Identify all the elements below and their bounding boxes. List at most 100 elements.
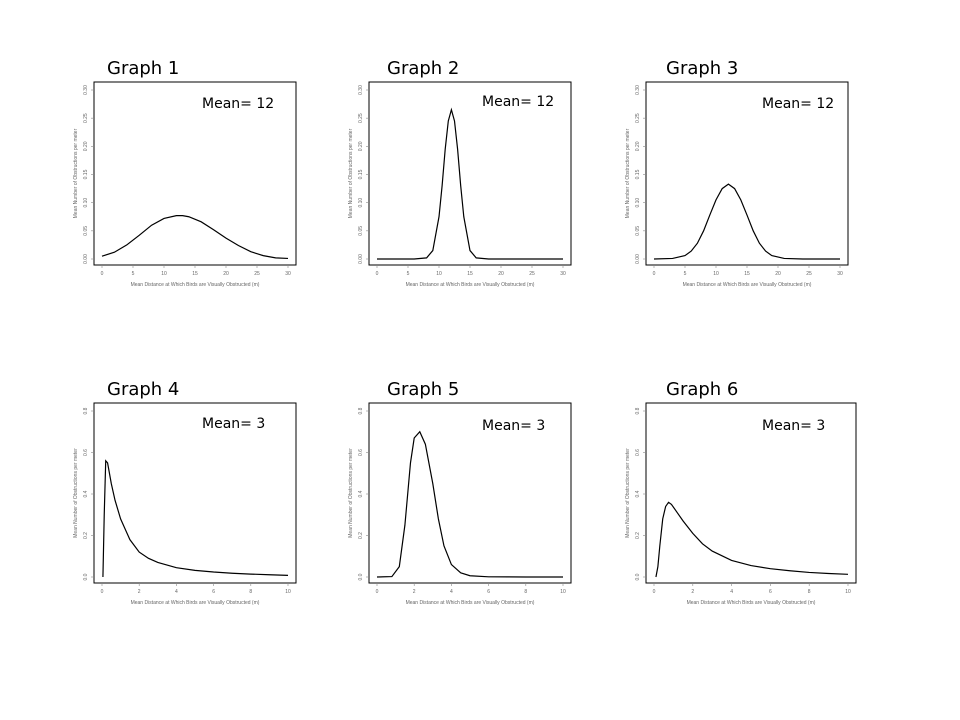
x-axis-label: Mean Distance at Which Birds are Visuall… bbox=[683, 282, 812, 288]
x-tick-label: 15 bbox=[192, 271, 198, 277]
x-tick-label: 4 bbox=[450, 589, 453, 595]
y-tick-label: 0.0 bbox=[358, 573, 364, 580]
plot-frame bbox=[645, 402, 857, 584]
density-curve bbox=[376, 430, 563, 578]
x-axis-label: Mean Distance at Which Birds are Visuall… bbox=[406, 282, 535, 288]
plot-frame bbox=[93, 402, 297, 584]
x-tick-label: 25 bbox=[806, 271, 812, 277]
x-tick-label: 0 bbox=[376, 589, 379, 595]
x-axis-unit: (m) bbox=[252, 282, 260, 288]
y-tick-label: 0.8 bbox=[358, 407, 364, 414]
y-tick-label: 0.10 bbox=[635, 198, 641, 208]
x-axis-unit: (m) bbox=[804, 282, 812, 288]
y-tick-label: 0.05 bbox=[635, 226, 641, 236]
x-tick-label: 10 bbox=[713, 271, 719, 277]
y-tick-label: 0.30 bbox=[83, 85, 89, 95]
x-axis-unit: (m) bbox=[252, 600, 260, 606]
y-tick-label: 0.6 bbox=[358, 449, 364, 456]
x-tick-label: 2 bbox=[691, 589, 694, 595]
x-tick-label: 0 bbox=[101, 589, 104, 595]
x-tick-label: 8 bbox=[249, 589, 252, 595]
y-tick-label: 0.25 bbox=[635, 113, 641, 123]
x-tick-label: 20 bbox=[223, 271, 229, 277]
x-tick-label: 20 bbox=[775, 271, 781, 277]
graph-title: Graph 2 bbox=[387, 58, 460, 79]
x-tick-label: 5 bbox=[407, 271, 410, 277]
mean-annotation: Mean= 3 bbox=[202, 416, 265, 432]
x-tick-label: 15 bbox=[744, 271, 750, 277]
density-curve bbox=[102, 459, 289, 578]
x-tick-label: 25 bbox=[529, 271, 535, 277]
x-tick-label: 10 bbox=[161, 271, 167, 277]
y-axis-label: Mean Number of Obstructions per meter bbox=[73, 128, 79, 218]
x-tick-label: 5 bbox=[684, 271, 687, 277]
y-tick-label: 0.20 bbox=[635, 141, 641, 151]
y-axis-label: Mean Number of Obstructions per meter bbox=[73, 448, 79, 538]
y-tick-label: 0.2 bbox=[83, 532, 89, 539]
density-curve bbox=[377, 107, 563, 260]
y-tick-label: 0.8 bbox=[635, 407, 641, 414]
y-tick-label: 0.10 bbox=[83, 198, 89, 208]
x-tick-label: 10 bbox=[285, 589, 291, 595]
mean-annotation: Mean= 12 bbox=[202, 96, 274, 112]
y-tick-label: 0.0 bbox=[635, 573, 641, 580]
x-axis-label: Mean Distance at Which Birds are Visuall… bbox=[131, 282, 260, 288]
x-tick-label: 4 bbox=[175, 589, 178, 595]
y-tick-label: 0.8 bbox=[83, 407, 89, 414]
y-tick-label: 0.6 bbox=[635, 449, 641, 456]
y-tick-label: 0.10 bbox=[358, 198, 364, 208]
y-tick-label: 0.00 bbox=[83, 254, 89, 264]
x-tick-label: 6 bbox=[212, 589, 215, 595]
x-axis-unit: (m) bbox=[808, 600, 816, 606]
x-tick-label: 20 bbox=[498, 271, 504, 277]
y-tick-label: 0.4 bbox=[358, 490, 364, 497]
x-axis-label: Mean Distance at Which Birds are Visuall… bbox=[687, 600, 816, 606]
x-tick-label: 30 bbox=[560, 271, 566, 277]
x-tick-label: 30 bbox=[837, 271, 843, 277]
density-curve bbox=[101, 215, 289, 260]
density-curve bbox=[653, 183, 840, 260]
x-axis-label: Mean Distance at Which Birds are Visuall… bbox=[406, 600, 535, 606]
mean-annotation: Mean= 12 bbox=[762, 96, 834, 112]
y-axis-label: Mean Number of Obstructions per meter bbox=[348, 128, 354, 218]
density-curve bbox=[655, 501, 849, 578]
x-tick-label: 10 bbox=[560, 589, 566, 595]
graph-title: Graph 6 bbox=[666, 379, 739, 400]
x-tick-label: 0 bbox=[653, 589, 656, 595]
y-tick-label: 0.15 bbox=[635, 169, 641, 179]
x-tick-label: 2 bbox=[413, 589, 416, 595]
x-tick-label: 5 bbox=[132, 271, 135, 277]
x-tick-label: 8 bbox=[808, 589, 811, 595]
y-axis-label: Mean Number of Obstructions per meter bbox=[625, 128, 631, 218]
y-tick-label: 0.15 bbox=[358, 169, 364, 179]
graph-title: Graph 5 bbox=[387, 379, 460, 400]
x-tick-label: 0 bbox=[376, 271, 379, 277]
y-tick-label: 0.00 bbox=[635, 254, 641, 264]
x-axis-unit: (m) bbox=[527, 600, 535, 606]
mean-annotation: Mean= 12 bbox=[482, 94, 554, 110]
graph-title: Graph 4 bbox=[107, 379, 180, 400]
y-tick-label: 0.05 bbox=[83, 226, 89, 236]
y-tick-label: 0.4 bbox=[635, 490, 641, 497]
x-tick-label: 15 bbox=[467, 271, 473, 277]
x-tick-label: 2 bbox=[138, 589, 141, 595]
x-tick-label: 6 bbox=[769, 589, 772, 595]
x-tick-label: 0 bbox=[101, 271, 104, 277]
y-tick-label: 0.30 bbox=[635, 85, 641, 95]
x-tick-label: 30 bbox=[285, 271, 291, 277]
plot-frame bbox=[368, 402, 572, 584]
graph-title: Graph 3 bbox=[666, 58, 739, 79]
y-tick-label: 0.05 bbox=[358, 226, 364, 236]
x-tick-label: 10 bbox=[845, 589, 851, 595]
y-axis-label: Mean Number of Obstructions per meter bbox=[625, 448, 631, 538]
mean-annotation: Mean= 3 bbox=[482, 418, 545, 434]
x-axis-label: Mean Distance at Which Birds are Visuall… bbox=[131, 600, 260, 606]
mean-annotation: Mean= 3 bbox=[762, 418, 825, 434]
graph-title: Graph 1 bbox=[107, 58, 180, 79]
y-tick-label: 0.6 bbox=[83, 449, 89, 456]
